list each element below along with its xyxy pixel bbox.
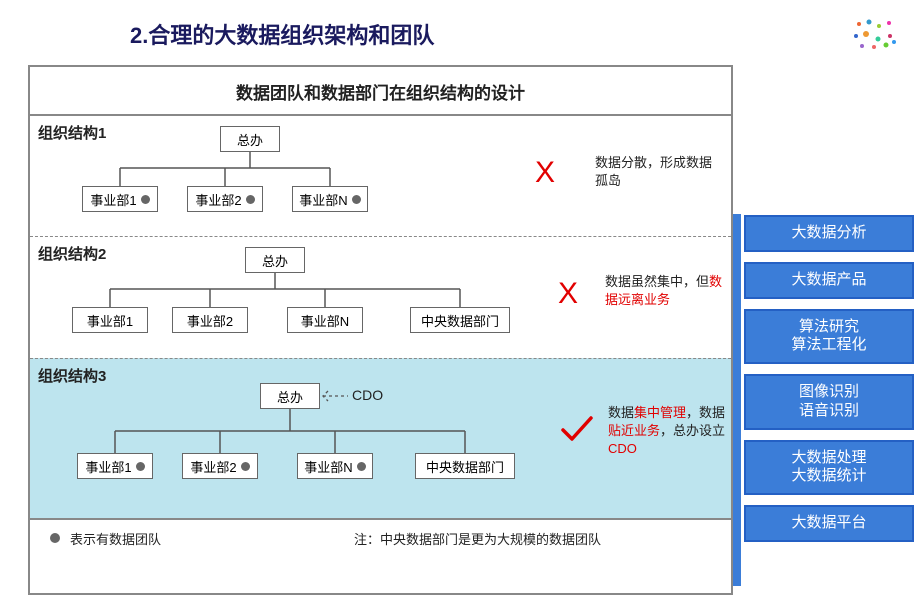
child-node: 中央数据部门 — [410, 307, 510, 333]
side-item: 大数据平台 — [744, 505, 914, 542]
child-node: 事业部N — [292, 186, 368, 212]
root-node: 总办 — [220, 126, 280, 152]
org-structure-2: 组织结构2 总办 事业部1 事业部2 事业部N 中央数据部门 X 数据虽然集中，… — [30, 236, 731, 358]
child-node: 事业部N — [297, 453, 373, 479]
main-diagram-box: 数据团队和数据部门在组织结构的设计 组织结构1 总办 事业部1 事业部2 事业部… — [28, 65, 733, 595]
section-label: 组织结构2 — [38, 243, 106, 264]
data-dot-icon — [141, 195, 150, 204]
org-structure-3: 组织结构3 总办 CDO 事业部1 事业部2 事业部N 中央数据部门 数据集中管… — [30, 358, 731, 518]
legend-footer: 表示有数据团队 注：中央数据部门是更为大规模的数据团队 — [30, 518, 731, 556]
root-node: 总办 — [260, 383, 320, 409]
decoration-icon — [844, 14, 904, 54]
child-node: 事业部1 — [72, 307, 148, 333]
side-item: 算法研究算法工程化 — [744, 309, 914, 365]
check-mark-icon — [560, 414, 594, 452]
slide-title: 2.合理的大数据组织架构和团队 — [130, 18, 434, 50]
side-item: 图像识别语音识别 — [744, 374, 914, 430]
section-desc: 数据分散，形成数据孤岛 — [595, 154, 715, 190]
section-desc: 数据集中管理，数据贴近业务，总办设立CDO — [608, 404, 728, 459]
section-label: 组织结构3 — [38, 365, 106, 386]
child-node: 中央数据部门 — [415, 453, 515, 479]
root-node: 总办 — [245, 247, 305, 273]
side-item: 大数据分析 — [744, 215, 914, 252]
side-connector-bar — [733, 214, 741, 586]
child-node: 事业部2 — [172, 307, 248, 333]
data-dot-icon — [357, 462, 366, 471]
side-item: 大数据处理大数据统计 — [744, 440, 914, 496]
footer-note: 注：中央数据部门是更为大规模的数据团队 — [354, 529, 601, 548]
x-mark-icon: X — [558, 277, 578, 311]
data-dot-icon — [136, 462, 145, 471]
side-item: 大数据产品 — [744, 262, 914, 299]
child-node: 事业部N — [287, 307, 363, 333]
data-dot-icon — [352, 195, 361, 204]
cdo-label: CDO — [352, 387, 383, 403]
child-node: 事业部1 — [77, 453, 153, 479]
child-node: 事业部1 — [82, 186, 158, 212]
x-mark-icon: X — [535, 156, 555, 190]
section-desc: 数据虽然集中，但数据远离业务 — [605, 273, 725, 309]
diagram-title: 数据团队和数据部门在组织结构的设计 — [30, 67, 731, 114]
org-structure-1: 组织结构1 总办 事业部1 事业部2 事业部N X 数据分散，形成数据孤岛 — [30, 114, 731, 236]
child-node: 事业部2 — [182, 453, 258, 479]
side-panel: 大数据分析大数据产品算法研究算法工程化图像识别语音识别大数据处理大数据统计大数据… — [744, 215, 914, 552]
section-label: 组织结构1 — [38, 122, 106, 143]
data-dot-icon — [246, 195, 255, 204]
legend-text: 表示有数据团队 — [70, 529, 161, 548]
child-node: 事业部2 — [187, 186, 263, 212]
legend-dot-icon — [50, 533, 60, 543]
data-dot-icon — [241, 462, 250, 471]
